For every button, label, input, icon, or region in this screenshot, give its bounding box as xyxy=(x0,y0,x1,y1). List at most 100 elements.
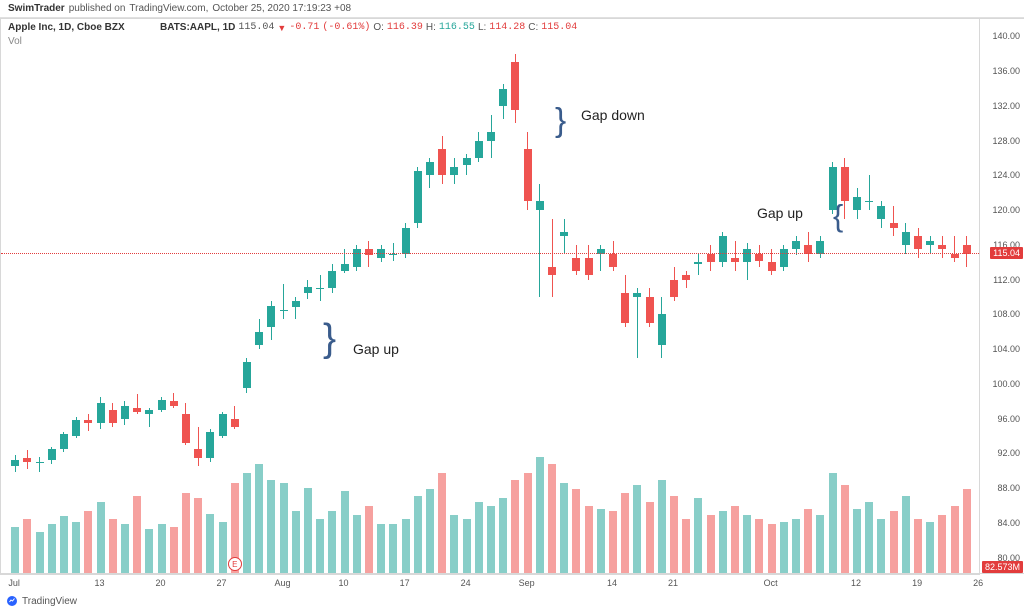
volume-bar xyxy=(780,522,788,574)
volume-bar xyxy=(353,515,361,573)
volume-bar xyxy=(206,514,214,573)
volume-bar xyxy=(548,464,556,573)
earnings-badge[interactable]: E xyxy=(228,557,242,571)
chart-area[interactable]: Gap up}Gap down}Gap up{ E xyxy=(0,18,980,574)
close-val: 115.04 xyxy=(541,22,577,33)
x-tick: 17 xyxy=(400,578,410,588)
volume-bar xyxy=(585,506,593,573)
annotation-text: Gap up xyxy=(757,205,803,221)
volume-bar xyxy=(682,519,690,573)
y-tick: 124.00 xyxy=(992,170,1020,180)
volume-bar xyxy=(499,498,507,573)
volume-bar xyxy=(768,524,776,573)
volume-bar xyxy=(621,493,629,573)
y-tick: 112.00 xyxy=(993,275,1020,285)
volume-bar xyxy=(597,509,605,573)
volume-bar xyxy=(170,527,178,573)
y-tick: 96.00 xyxy=(997,414,1020,424)
volume-bar xyxy=(560,483,568,573)
y-tick: 88.00 xyxy=(997,483,1020,493)
volume-bar xyxy=(84,511,92,573)
published-on: published on xyxy=(69,3,126,14)
x-tick: 20 xyxy=(156,578,166,588)
volume-bar xyxy=(524,473,532,573)
volume-bar xyxy=(951,506,959,573)
volume-bar xyxy=(11,527,19,573)
x-tick: 24 xyxy=(461,578,471,588)
volume-bar xyxy=(97,502,105,573)
volume-bar xyxy=(475,502,483,573)
y-tick: 140.00 xyxy=(992,31,1020,41)
volume-bar xyxy=(938,515,946,573)
y-axis: 140.00136.00132.00128.00124.00120.00116.… xyxy=(980,18,1024,574)
volume-bar xyxy=(829,473,837,573)
x-tick: 12 xyxy=(851,578,861,588)
volume-bar xyxy=(877,519,885,573)
volume-bar xyxy=(243,473,251,573)
volume-bar xyxy=(646,502,654,573)
volume-bar xyxy=(926,522,934,574)
down-arrow-icon: ▼ xyxy=(277,23,286,33)
symbol: BATS:AAPL, 1D xyxy=(160,22,235,33)
y-tick: 104.00 xyxy=(992,344,1020,354)
x-tick: 21 xyxy=(668,578,678,588)
footer: TradingView xyxy=(0,592,83,610)
x-tick: 26 xyxy=(973,578,983,588)
y-tick: 92.00 xyxy=(997,448,1020,458)
volume-bar xyxy=(267,480,275,573)
volume-bar xyxy=(133,496,141,573)
volume-bar xyxy=(341,491,349,573)
annotation-text: Gap up xyxy=(353,341,399,357)
volume-bar xyxy=(255,464,263,573)
volume-layer xyxy=(1,19,979,573)
tradingview-logo-icon xyxy=(6,595,18,607)
brace-icon: } xyxy=(323,325,336,353)
volume-bar xyxy=(633,485,641,573)
volume-bar xyxy=(694,498,702,573)
volume-bar xyxy=(755,519,763,573)
volume-bar xyxy=(487,506,495,573)
volume-bar xyxy=(890,511,898,573)
volume-bar xyxy=(328,511,336,573)
volume-bar xyxy=(707,515,715,573)
volume-bar xyxy=(670,496,678,573)
c-label: C: xyxy=(528,22,538,33)
volume-bar xyxy=(914,519,922,573)
volume-bar xyxy=(280,483,288,573)
volume-bar xyxy=(48,524,56,573)
volume-bar xyxy=(426,489,434,573)
x-tick: Jul xyxy=(8,578,20,588)
x-tick: Sep xyxy=(519,578,535,588)
low-val: 114.28 xyxy=(489,22,525,33)
brace-icon: } xyxy=(555,109,566,133)
last-price: 115.04 xyxy=(238,22,274,33)
volume-bar xyxy=(804,509,812,573)
volume-bar xyxy=(292,511,300,573)
x-tick: Aug xyxy=(275,578,291,588)
x-axis: Jul132027Aug101724Sep1421Oct121926 xyxy=(0,574,980,592)
volume-bar xyxy=(511,480,519,573)
brace-icon: { xyxy=(833,205,843,227)
h-label: H: xyxy=(426,22,436,33)
y-tick: 84.00 xyxy=(997,518,1020,528)
volume-bar xyxy=(719,511,727,573)
volume-bar xyxy=(731,506,739,573)
volume-bar xyxy=(60,516,68,573)
y-tick: 120.00 xyxy=(992,205,1020,215)
volume-bar xyxy=(963,489,971,573)
author: SwimTrader xyxy=(8,3,65,14)
symbol-info-bar: Apple Inc, 1D, Cboe BZX xyxy=(8,22,125,33)
ohlc-bar: BATS:AAPL, 1D 115.04 ▼ -0.71 (-0.61%) O:… xyxy=(160,22,577,33)
site: TradingView.com, xyxy=(129,3,208,14)
volume-bar xyxy=(377,524,385,573)
chart-title: Apple Inc, 1D, Cboe BZX xyxy=(8,22,125,33)
publish-header: SwimTrader published on TradingView.com,… xyxy=(0,0,1024,18)
x-tick: 19 xyxy=(912,578,922,588)
volume-bar xyxy=(158,524,166,573)
volume-bar xyxy=(365,506,373,573)
price-line xyxy=(1,253,979,254)
volume-bar xyxy=(743,515,751,573)
volume-bar xyxy=(841,485,849,573)
volume-bar xyxy=(816,515,824,573)
volume-bar xyxy=(450,515,458,573)
